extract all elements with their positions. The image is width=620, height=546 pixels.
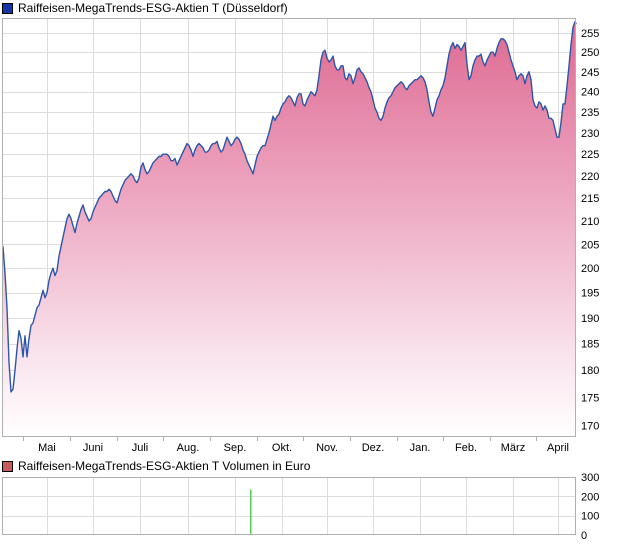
- price-legend-swatch-icon: [2, 2, 13, 14]
- price-y-tick-label: 175: [581, 393, 599, 405]
- price-y-tick-label: 230: [581, 128, 599, 140]
- price-y-tick-label: 245: [581, 67, 599, 79]
- volume-y-tick-label: 0: [581, 530, 587, 542]
- price-legend: Raiffeisen-MegaTrends-ESG-Aktien T (Düss…: [2, 1, 288, 15]
- volume-legend-label: Raiffeisen-MegaTrends-ESG-Aktien T Volum…: [18, 459, 311, 473]
- volume-plot-border: [2, 477, 576, 535]
- price-y-tick-label: 200: [581, 263, 599, 275]
- month-tick-label: Nov.: [316, 442, 338, 454]
- month-tick-label: Jan.: [410, 442, 431, 454]
- price-y-tick-label: 255: [581, 28, 599, 40]
- volume-y-tick-label: 100: [581, 511, 599, 523]
- price-y-tick-label: 185: [581, 339, 599, 351]
- month-tick-label: Feb.: [455, 442, 477, 454]
- price-y-tick-label: 225: [581, 149, 599, 161]
- price-area: [3, 21, 576, 438]
- month-tick-label: Aug.: [177, 442, 200, 454]
- volume-y-tick-label: 200: [581, 491, 599, 503]
- price-legend-label: Raiffeisen-MegaTrends-ESG-Aktien T (Düss…: [18, 1, 288, 15]
- price-y-tick-label: 210: [581, 216, 599, 228]
- price-y-tick-label: 235: [581, 107, 599, 119]
- price-y-tick-label: 170: [581, 421, 599, 433]
- month-tick-label: März: [501, 442, 525, 454]
- price-y-tick-label: 240: [581, 87, 599, 99]
- month-tick-label: April: [547, 442, 569, 454]
- price-y-tick-label: 250: [581, 47, 599, 59]
- volume-legend-swatch-icon: [2, 460, 13, 472]
- month-tick-label: Sep.: [224, 442, 247, 454]
- volume-legend: Raiffeisen-MegaTrends-ESG-Aktien T Volum…: [2, 459, 310, 473]
- volume-y-tick-label: 300: [581, 472, 599, 484]
- month-tick-label: Juni: [83, 442, 103, 454]
- month-tick-label: Juli: [132, 442, 149, 454]
- x-axis-ticks: [23, 437, 537, 441]
- price-y-tick-label: 180: [581, 365, 599, 377]
- month-tick-label: Mai: [38, 442, 56, 454]
- volume-grid: [2, 477, 576, 535]
- month-tick-label: Dez.: [362, 442, 385, 454]
- price-y-tick-label: 220: [581, 171, 599, 183]
- price-y-tick-label: 205: [581, 239, 599, 251]
- price-y-tick-label: 195: [581, 288, 599, 300]
- price-plot-border: [2, 18, 576, 437]
- price-y-tick-label: 190: [581, 313, 599, 325]
- price-y-tick-label: 215: [581, 193, 599, 205]
- month-tick-label: Okt.: [272, 442, 292, 454]
- price-line: [2, 21, 577, 393]
